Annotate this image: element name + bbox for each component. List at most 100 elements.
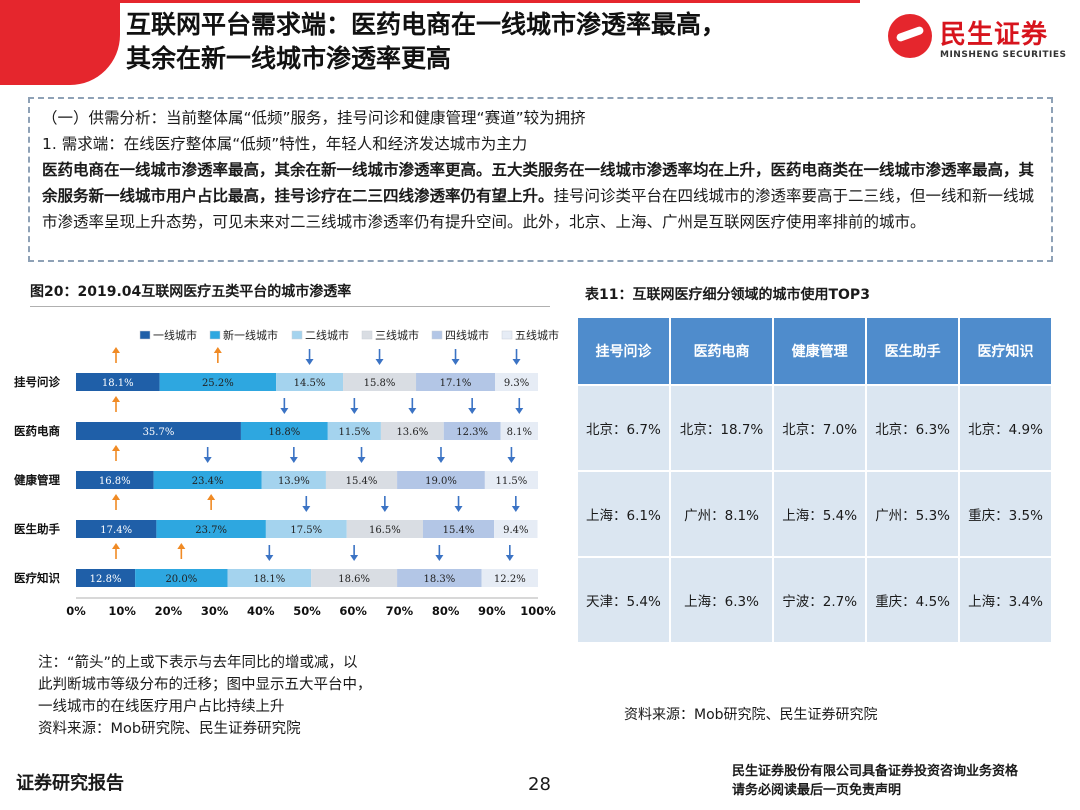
data-label: 15.4%: [346, 476, 378, 487]
bar-segment: [380, 422, 444, 440]
table-cell: 北京：6.3%: [865, 384, 961, 472]
trend-down-arrowhead-icon: [435, 555, 444, 561]
summary-body: 医药电商在一线城市渗透率最高，其余在新一线城市渗透率更高。五大类服务在一线城市渗…: [42, 157, 1039, 235]
trend-up-arrowhead-icon: [177, 543, 186, 549]
bar-segment: [76, 471, 154, 489]
legend-swatch: [291, 330, 303, 340]
table-row: 上海：6.1% 广州：8.1% 上海：5.4% 广州：5.3% 重庆：3.5%: [576, 470, 1053, 558]
table-header: 健康管理: [772, 316, 868, 386]
data-label: 15.4%: [443, 525, 475, 536]
legend-label: 新一线城市: [223, 328, 278, 342]
trend-up-arrowhead-icon: [112, 347, 120, 353]
footer-disclaimer-line-2: 请务必阅读最后一页免责声明: [732, 783, 902, 798]
data-label: 11.5%: [338, 427, 370, 438]
data-label: 15.8%: [364, 378, 396, 389]
summary-normal-text: 挂号问诊类平台在四线城市的渗透率要高于二三线，但一线和新一线城市渗透率呈现上升态…: [42, 187, 1035, 231]
bar-segment: [397, 569, 482, 587]
trend-down-arrowhead-icon: [350, 408, 359, 414]
data-label: 25.2%: [202, 378, 234, 389]
footer-disclaimer: 民生证券股份有限公司具备证券投资咨询业务资格 请务必阅读最后一页免责声明: [732, 762, 1018, 800]
data-label: 16.5%: [369, 525, 401, 536]
data-label: 8.1%: [507, 427, 532, 438]
bar-segment: [327, 422, 381, 440]
x-tick-label: 80%: [432, 604, 460, 618]
bar-segment: [76, 373, 160, 391]
category-label: 挂号问诊: [14, 375, 60, 389]
table-cell: 北京：7.0%: [772, 384, 868, 472]
bar-segment: [443, 422, 501, 440]
table-cell: 广州：8.1%: [668, 470, 775, 558]
legend-label: 一线城市: [153, 328, 197, 342]
data-label: 23.4%: [192, 476, 224, 487]
table-row: 北京：6.7% 北京：18.7% 北京：7.0% 北京：6.3% 北京：4.9%: [576, 384, 1053, 472]
data-label: 20.0%: [165, 574, 197, 585]
bar-segment: [397, 471, 485, 489]
figure-title-divider: [30, 306, 550, 307]
bar-segment: [265, 520, 347, 538]
data-label: 18.1%: [253, 574, 285, 585]
x-tick-label: 30%: [201, 604, 229, 618]
x-tick-label: 10%: [108, 604, 136, 618]
table-cell: 宁波：2.7%: [772, 556, 868, 644]
trend-down-arrowhead-icon: [468, 408, 477, 414]
trend-down-arrowhead-icon: [203, 457, 212, 463]
data-label: 11.5%: [496, 476, 528, 487]
data-label: 13.9%: [278, 476, 310, 487]
x-tick-label: 50%: [293, 604, 321, 618]
table-cell: 北京：4.9%: [958, 384, 1053, 472]
bar-segment: [325, 471, 398, 489]
x-tick-label: 0%: [66, 604, 86, 618]
data-label: 16.8%: [99, 476, 131, 487]
data-label: 14.5%: [294, 378, 326, 389]
note-source: 资料来源：Mob研究院、民生证券研究院: [38, 721, 301, 737]
data-label: 12.8%: [90, 574, 122, 585]
trend-down-arrowhead-icon: [357, 457, 366, 463]
trend-down-arrowhead-icon: [505, 555, 514, 561]
bar-segment: [495, 373, 538, 391]
summary-line-1: （一）供需分析：当前整体属“低频”服务，挂号问诊和健康管理“赛道”较为拥挤: [42, 109, 586, 127]
table-cell: 广州：5.3%: [865, 470, 961, 558]
trend-up-arrowhead-icon: [207, 494, 216, 500]
legend-label: 二线城市: [305, 328, 349, 342]
data-label: 17.4%: [100, 525, 132, 536]
bar-segment: [76, 520, 157, 538]
bar-segment: [481, 569, 538, 587]
trend-up-arrowhead-icon: [112, 494, 120, 500]
trend-down-arrowhead-icon: [380, 506, 389, 512]
trend-down-arrowhead-icon: [280, 408, 289, 414]
table-row: 天津：5.4% 上海：6.3% 宁波：2.7% 重庆：4.5% 上海：3.4%: [576, 556, 1053, 644]
x-tick-label: 40%: [247, 604, 275, 618]
data-label: 12.3%: [456, 427, 488, 438]
data-label: 18.3%: [423, 574, 455, 585]
x-tick-label: 20%: [155, 604, 183, 618]
trend-down-arrowhead-icon: [302, 506, 311, 512]
note-line-3: 一线城市的在线医疗用户占比持续上升: [38, 699, 285, 715]
table-cell: 重庆：3.5%: [958, 470, 1053, 558]
table-cell: 上海：6.3%: [668, 556, 775, 644]
note-line-1: 注：“箭头”的上或下表示与去年同比的增或减，以: [38, 655, 358, 671]
trend-down-arrowhead-icon: [512, 359, 521, 365]
bar-segment: [159, 373, 277, 391]
title-line-1: 互联网平台需求端：医药电商在一线城市渗透率最高，: [126, 10, 727, 39]
legend-swatch: [431, 330, 443, 340]
table-cell: 上海：5.4%: [772, 470, 868, 558]
legend-swatch: [139, 330, 151, 340]
bar-segment: [343, 373, 417, 391]
table-cell: 天津：5.4%: [576, 556, 671, 644]
data-label: 9.3%: [504, 378, 529, 389]
table-header: 挂号问诊: [576, 316, 671, 386]
data-label: 12.2%: [494, 574, 526, 585]
table-cell: 北京：18.7%: [668, 384, 775, 472]
trend-up-arrowhead-icon: [112, 396, 120, 402]
bar-segment: [484, 471, 538, 489]
trend-down-arrowhead-icon: [350, 555, 359, 561]
bar-segment: [500, 422, 538, 440]
legend-label: 五线城市: [515, 328, 559, 342]
table-title: 表11：互联网医疗细分领域的城市使用TOP3: [585, 287, 870, 303]
legend-swatch: [209, 330, 221, 340]
table-header-row: 挂号问诊 医药电商 健康管理 医生助手 医疗知识: [576, 316, 1053, 386]
bar-segment: [276, 373, 344, 391]
bar-segment: [76, 569, 136, 587]
page-number: 28: [528, 774, 551, 795]
